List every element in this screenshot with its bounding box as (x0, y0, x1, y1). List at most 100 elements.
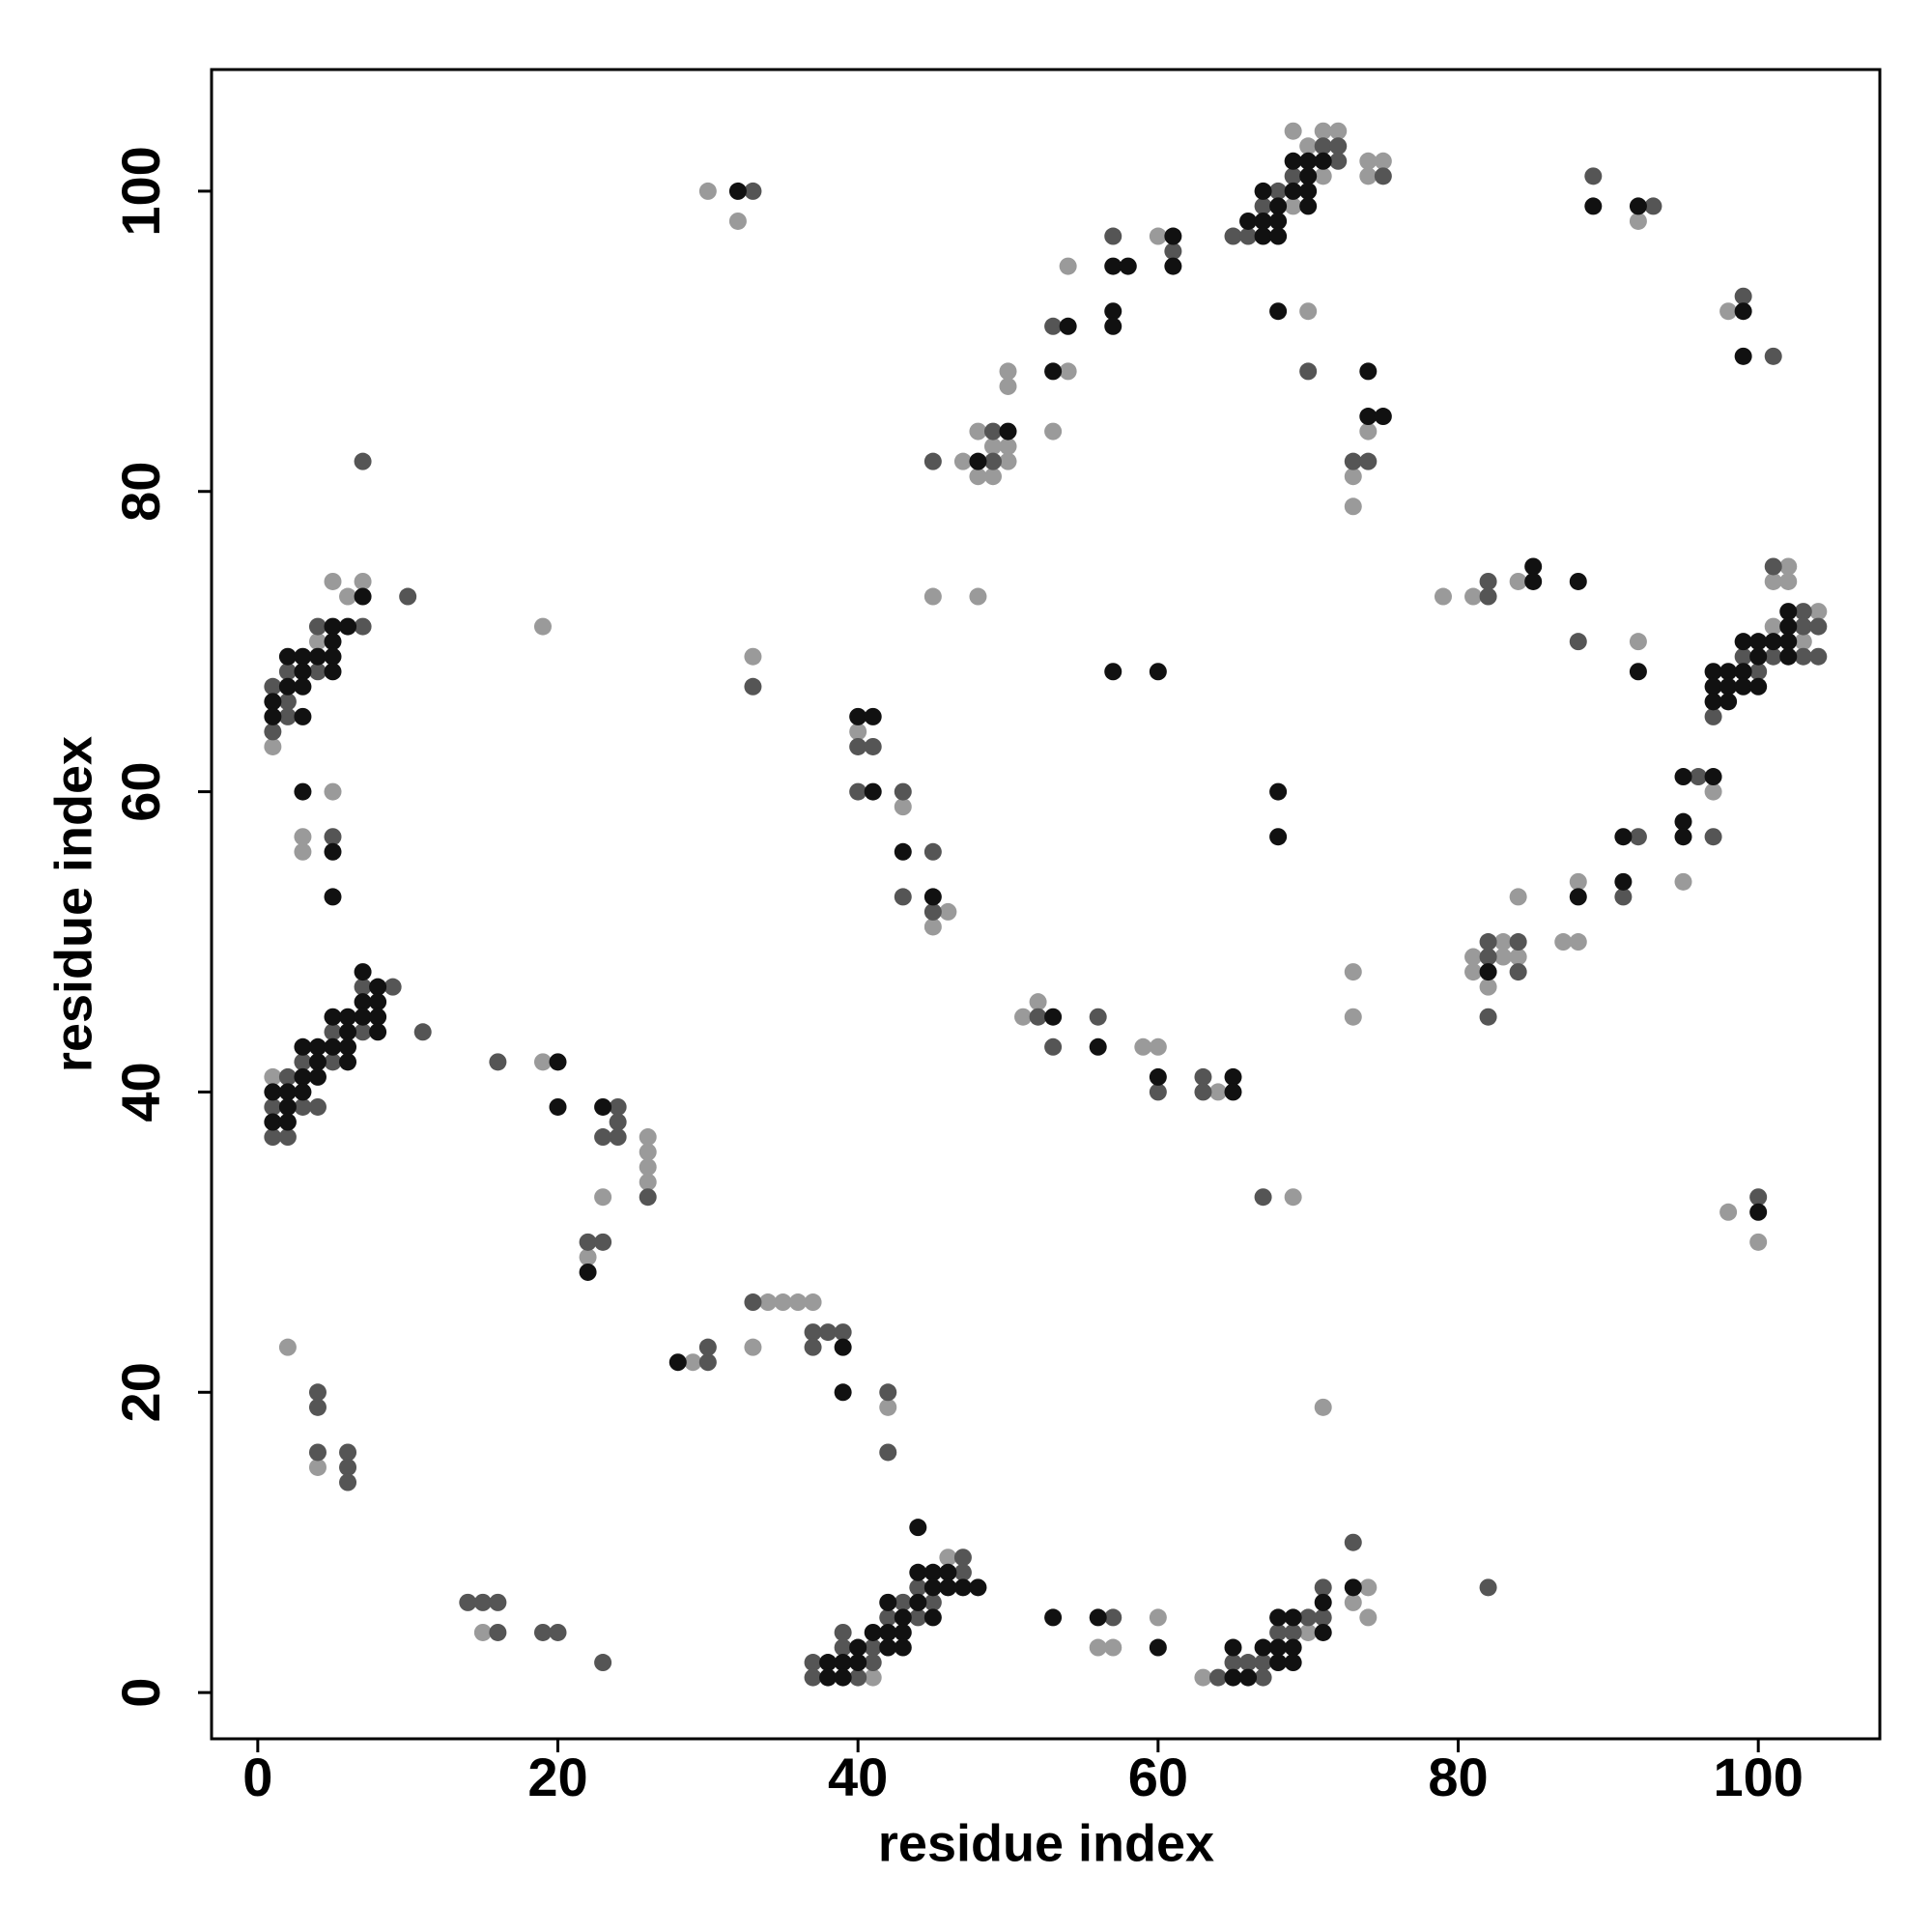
point (354, 1008, 372, 1026)
point (1224, 1067, 1242, 1086)
point (1284, 197, 1302, 215)
point (1509, 933, 1527, 952)
point (1794, 633, 1812, 651)
point (1029, 993, 1047, 1011)
point (1779, 572, 1798, 590)
point (1224, 1668, 1242, 1687)
point (983, 438, 1002, 456)
point (1284, 167, 1302, 185)
point (744, 1293, 762, 1312)
point (1059, 317, 1077, 335)
point (1749, 633, 1768, 651)
point (294, 707, 312, 725)
point (1299, 1623, 1318, 1641)
point (1494, 948, 1513, 966)
point (849, 1668, 867, 1687)
point (1344, 1533, 1362, 1551)
point (324, 663, 342, 681)
point (894, 798, 912, 816)
point (1749, 647, 1768, 666)
x-tick-label: 40 (828, 1747, 888, 1807)
point (1734, 302, 1752, 321)
point (864, 1623, 882, 1641)
point (369, 1008, 387, 1026)
point (1569, 872, 1587, 891)
point (1284, 1654, 1302, 1672)
y-tick-label: 60 (110, 761, 171, 821)
point (294, 677, 312, 696)
point (1734, 663, 1752, 681)
point (698, 1353, 717, 1372)
point (324, 617, 342, 636)
point (804, 1654, 822, 1672)
point (923, 1563, 942, 1581)
point (1779, 617, 1798, 636)
point (864, 782, 882, 801)
point (339, 617, 357, 636)
point (1089, 1037, 1107, 1056)
point (324, 633, 342, 651)
point (1014, 1008, 1033, 1026)
point (1629, 212, 1647, 230)
point (1479, 933, 1497, 952)
point (1284, 182, 1302, 200)
point (744, 1338, 762, 1356)
point (1674, 812, 1692, 831)
point (1809, 647, 1828, 666)
point (909, 1578, 927, 1597)
point (1119, 257, 1137, 275)
point (1254, 182, 1272, 200)
point (278, 1128, 297, 1147)
point (294, 647, 312, 666)
point (969, 1578, 987, 1597)
point (758, 1293, 777, 1312)
point (953, 452, 972, 470)
point (1674, 828, 1692, 846)
point (1254, 1638, 1272, 1657)
point (894, 1638, 912, 1657)
point (1629, 663, 1647, 681)
point (1569, 633, 1587, 651)
point (1104, 227, 1122, 245)
point (923, 1593, 942, 1611)
point (1749, 1233, 1768, 1251)
point (1614, 828, 1633, 846)
point (1554, 933, 1573, 952)
point (1479, 572, 1497, 590)
point (1479, 963, 1497, 981)
point (264, 677, 282, 696)
point (1764, 347, 1782, 365)
point (549, 1623, 567, 1641)
point (1314, 1398, 1332, 1416)
point (969, 422, 987, 440)
point (308, 1458, 327, 1476)
point (969, 468, 987, 486)
point (1704, 663, 1722, 681)
x-tick-label: 20 (527, 1747, 587, 1807)
point (1359, 167, 1378, 185)
point (354, 452, 372, 470)
point (1329, 122, 1348, 140)
point (1029, 1008, 1047, 1026)
point (1764, 557, 1782, 576)
point (1779, 647, 1798, 666)
point (1104, 317, 1122, 335)
point (1104, 1638, 1122, 1657)
point (1719, 663, 1738, 681)
point (864, 707, 882, 725)
point (549, 1053, 567, 1071)
point (1344, 468, 1362, 486)
point (1719, 302, 1738, 321)
point (879, 1593, 897, 1611)
point (1464, 948, 1483, 966)
point (698, 1338, 717, 1356)
point (1704, 693, 1722, 711)
point (264, 1128, 282, 1147)
point (1674, 872, 1692, 891)
point (879, 1623, 897, 1641)
point (1044, 1608, 1063, 1627)
point (324, 1037, 342, 1056)
point (473, 1593, 492, 1611)
point (294, 1097, 312, 1116)
point (879, 1608, 897, 1627)
